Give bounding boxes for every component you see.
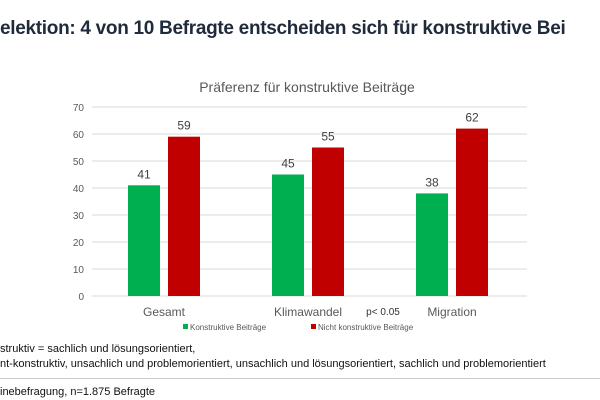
y-tick-label: 40 (73, 184, 85, 195)
data-label: 59 (177, 119, 191, 133)
chart-title: Präferenz für konstruktive Beiträge (199, 79, 415, 95)
divider (0, 378, 600, 379)
legend-swatch (183, 324, 188, 329)
data-label: 38 (425, 175, 439, 189)
bar-nonconstructive (456, 128, 488, 296)
bar-nonconstructive (168, 136, 200, 296)
source-note: inebefragung, n=1.875 Befragte (0, 386, 156, 398)
y-tick-label: 70 (73, 103, 85, 114)
bar-nonconstructive (312, 147, 344, 296)
footnote-definition-nonconstructive: nt-konstruktiv, unsachlich und problemor… (0, 358, 546, 370)
bar-constructive (416, 193, 448, 296)
y-tick-label: 30 (73, 211, 85, 222)
bar-constructive (128, 185, 160, 296)
x-tick-label: Gesamt (143, 305, 186, 319)
data-label: 55 (321, 130, 335, 144)
significance-annotation: p< 0.05 (366, 307, 400, 318)
data-label: 45 (281, 157, 295, 171)
x-tick-label: Migration (427, 305, 476, 319)
y-tick-label: 20 (73, 238, 85, 249)
legend-swatch (311, 324, 316, 329)
x-tick-label: Klimawandel (274, 305, 342, 319)
y-tick-label: 50 (73, 157, 85, 168)
legend-label: Nicht konstruktive Beiträge (318, 323, 414, 332)
legend-label: Konstruktive Beiträge (190, 323, 267, 332)
slide-headline: elektion: 4 von 10 Befragte entscheiden … (0, 18, 566, 39)
data-label: 62 (465, 111, 479, 125)
y-tick-label: 60 (73, 130, 85, 141)
data-label: 41 (137, 167, 151, 181)
y-tick-label: 10 (73, 265, 85, 276)
footnote-definition-constructive: struktiv = sachlich und lösungsorientier… (0, 343, 196, 355)
bar-constructive (272, 174, 304, 296)
y-tick-label: 0 (78, 292, 84, 303)
